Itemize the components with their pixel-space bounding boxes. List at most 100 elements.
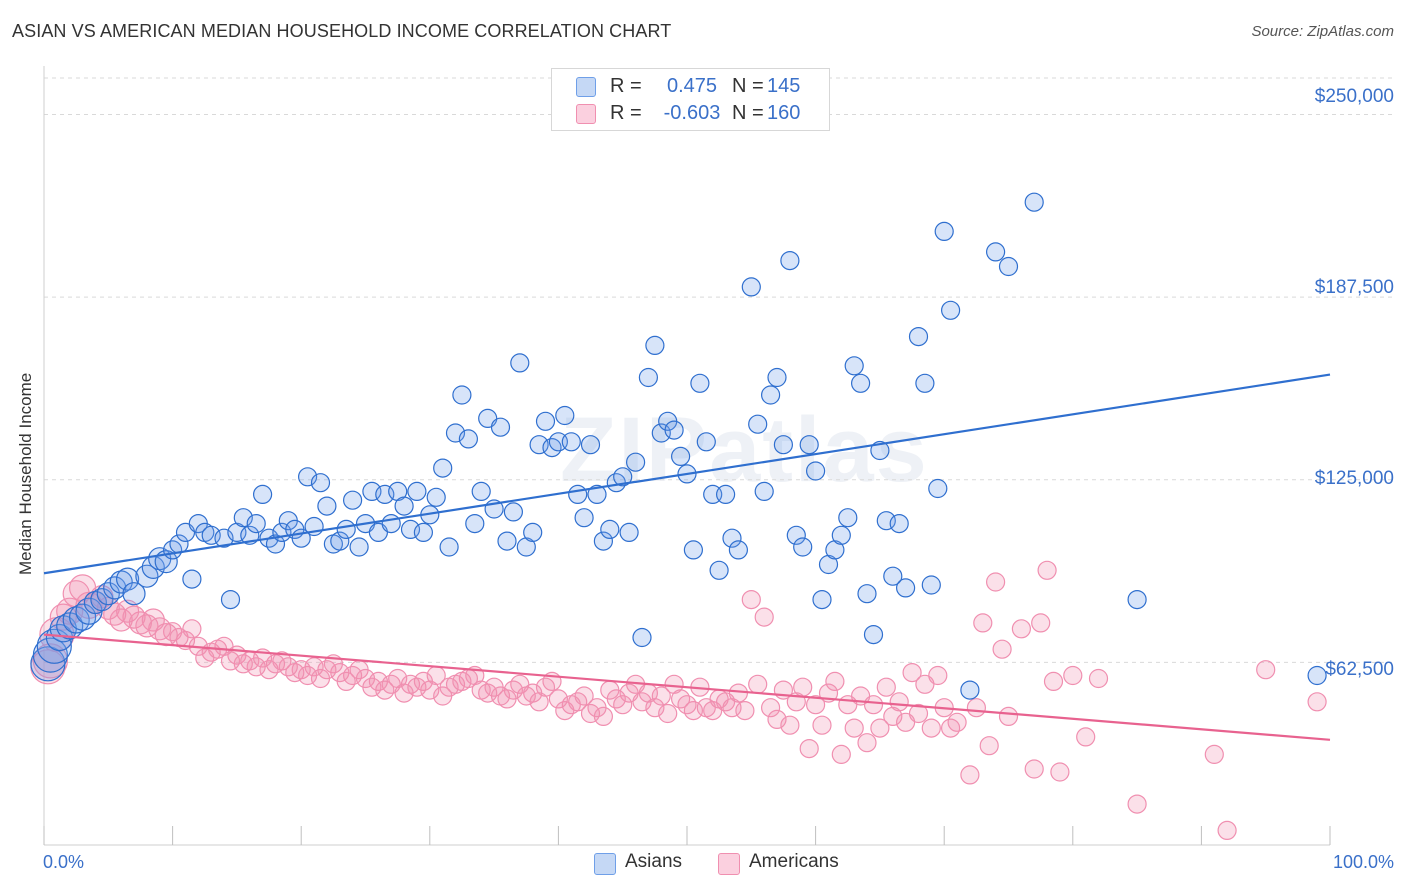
asians-point [555, 405, 575, 426]
asians-points [30, 192, 1327, 700]
americans-points [30, 560, 1327, 841]
americans-point [1217, 820, 1237, 841]
americans-point [741, 589, 761, 610]
asians-point [619, 522, 639, 543]
americans-point [1127, 794, 1147, 814]
asians-point [728, 540, 749, 560]
asians-point [458, 429, 478, 449]
asians-point [805, 461, 826, 481]
asians-point [343, 490, 363, 510]
asians-point [786, 525, 806, 545]
y-tick-label-187500: $187,500 [1314, 277, 1394, 298]
asians-point [683, 540, 704, 560]
asians-point [921, 575, 941, 595]
legend-n-value-asians: 145 [767, 75, 801, 97]
asians-point [625, 452, 646, 472]
trend-lines [43, 373, 1331, 741]
americans-point [805, 695, 826, 715]
americans-point [1050, 762, 1070, 782]
correlation-legend: R = 0.475 N = 145 R = -0.603 N = 160 [551, 68, 830, 131]
asians-point [265, 534, 286, 554]
asians-point [587, 484, 607, 504]
asians-point [561, 432, 581, 452]
asians-point [645, 335, 665, 355]
asians-point [998, 256, 1019, 277]
asians-point [793, 537, 813, 557]
asians-point [960, 680, 980, 700]
asians-point [812, 589, 832, 610]
legend-r-value-americans: -0.603 [663, 102, 721, 124]
americans-point [1307, 692, 1327, 712]
asians-point [439, 537, 459, 557]
asians-point [748, 414, 768, 434]
americans-point [780, 715, 800, 735]
americans-point [182, 619, 202, 639]
asians-point [394, 496, 414, 516]
americans-point [947, 712, 967, 732]
asians-point [593, 531, 614, 551]
legend-n-label: N = [732, 75, 764, 97]
asians-point [413, 522, 433, 543]
asians-point [568, 484, 588, 504]
asians-point [336, 519, 356, 540]
americans-point [1043, 671, 1064, 692]
americans-legend-swatch [718, 853, 740, 875]
asians-point [928, 478, 948, 499]
legend-r-value-asians: 0.475 [666, 75, 718, 97]
asians-point [664, 420, 684, 440]
asians-legend-label: Asians [625, 851, 683, 872]
americans-point [658, 703, 678, 724]
asians-point [773, 435, 794, 455]
asians-point [523, 522, 543, 543]
asians-point [883, 566, 903, 586]
americans-point [728, 683, 749, 703]
asians-point [690, 373, 710, 393]
americans-point [799, 738, 819, 759]
asians-point [863, 624, 884, 645]
americans-point [1256, 660, 1276, 680]
asians-point [83, 590, 108, 615]
asians-point [497, 531, 517, 551]
asians-point [831, 525, 851, 545]
asians-point [433, 458, 453, 478]
americans-point [902, 662, 922, 683]
americans-point [908, 703, 929, 724]
americans-point [574, 686, 594, 706]
asians-point [767, 367, 787, 388]
asians-point [574, 508, 594, 528]
americans-point [613, 695, 633, 715]
asians-point [754, 481, 774, 501]
americans-point [870, 718, 890, 738]
asians-point [220, 589, 241, 610]
asians-point [850, 373, 871, 393]
asians-point [330, 531, 350, 551]
asians-point [310, 473, 331, 493]
americans-point [735, 700, 755, 721]
x-tick-label-min: 0.0% [43, 852, 85, 872]
americans-point [651, 686, 671, 706]
asians-point [1024, 192, 1044, 212]
y-tick-label-250000: $250,000 [1314, 86, 1394, 107]
asians-point [722, 528, 742, 548]
americans-point [754, 607, 774, 627]
americans-point [1063, 665, 1083, 686]
asians-point [613, 467, 633, 487]
asians-trend-line [43, 373, 1331, 575]
asians-point [253, 484, 273, 504]
americans-point [793, 677, 813, 697]
asians-point [510, 353, 530, 373]
americans-legend-label: Americans [749, 851, 839, 872]
y-tick-label-125000: $125,000 [1314, 468, 1394, 489]
asians-point [246, 513, 266, 534]
asians-point [1127, 589, 1147, 610]
asians-point [122, 582, 146, 606]
americans-point [1024, 759, 1044, 779]
asians-point [915, 373, 935, 393]
legend-r-label: R = [610, 102, 642, 124]
asians-point [471, 481, 491, 501]
asians-point [940, 300, 961, 320]
asians-point [349, 537, 369, 557]
asians-point [36, 628, 72, 664]
asians-point [934, 221, 954, 241]
y-axis-label: Median Household Income [16, 372, 35, 575]
